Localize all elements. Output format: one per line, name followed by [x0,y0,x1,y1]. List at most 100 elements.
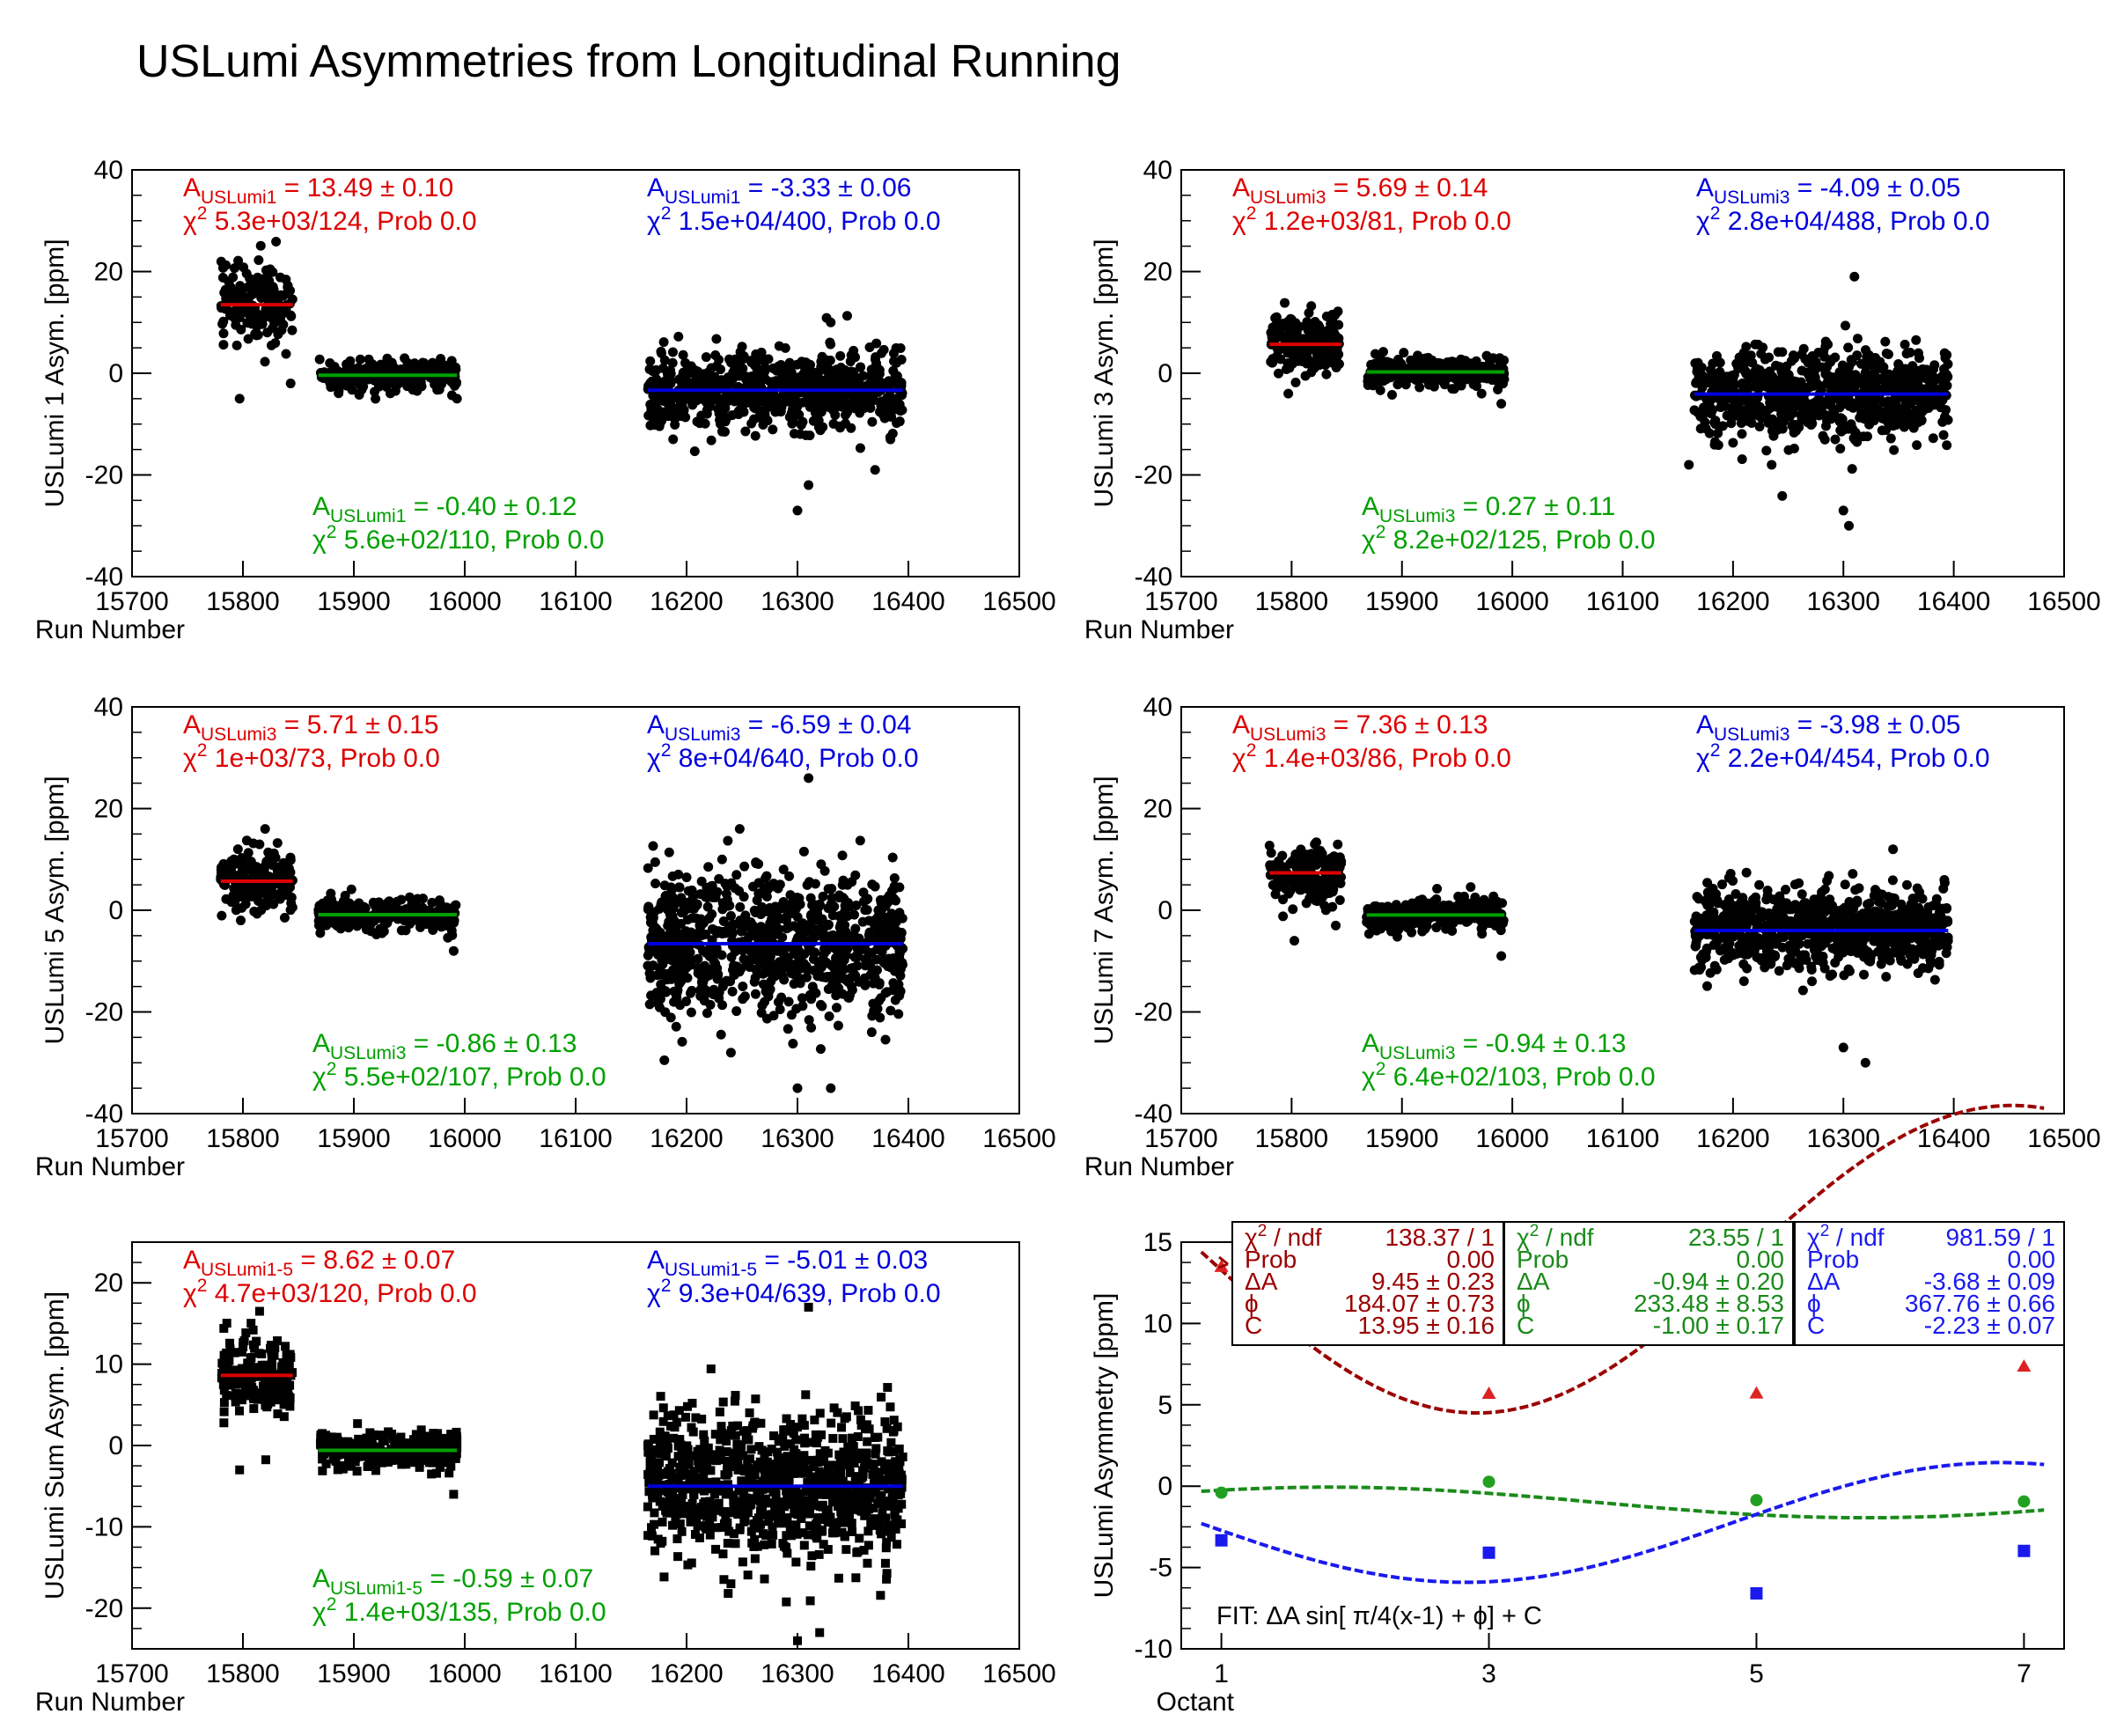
x-tick-label: 16200 [1696,587,1769,616]
data-point [687,985,697,996]
data-point [1266,327,1276,338]
data-point [673,882,684,893]
data-point [694,965,704,975]
data-point [384,896,394,907]
data-point [748,391,759,401]
data-point [821,972,832,982]
data-point [254,255,264,266]
data-point [1870,402,1880,413]
data-point [885,432,895,443]
data-point [1818,958,1828,968]
data-point [260,824,270,835]
data-point [1880,336,1891,347]
data-point [407,899,417,909]
data-point [705,999,716,1010]
data-point [831,377,841,387]
data-point [235,916,246,926]
data-point [1789,398,1800,408]
data-point [248,838,259,849]
data-point [227,294,238,305]
data-point [315,928,326,938]
data-point [231,340,242,350]
data-point [1825,894,1835,905]
data-point [1697,411,1708,422]
data-point [1767,399,1778,409]
data-point [704,913,715,923]
data-point [840,389,850,400]
y-axis-label: USLumi 1 Asym. [ppm] [40,239,70,507]
data-point [648,960,658,971]
data-point [1819,434,1830,445]
data-point [1496,951,1507,961]
data-point [1723,872,1734,883]
data-point [221,260,231,270]
data-point [1467,371,1478,382]
data-point [237,853,247,864]
data-point [1891,420,1901,430]
data-point [1737,416,1747,427]
data-point [812,971,823,982]
data-point [817,351,827,362]
data-point [885,962,896,973]
data-point [750,403,761,414]
data-point [1826,397,1836,408]
data-point [417,357,428,368]
data-point [648,841,658,851]
data-point [738,994,748,1004]
data-point [840,364,850,375]
data-point [766,904,776,915]
data-point [415,916,425,926]
data-point [221,894,231,904]
data-point [1704,428,1715,438]
data-point [716,426,727,437]
data-point [805,910,816,921]
data-point [666,954,677,965]
data-point [1929,975,1940,985]
data-point [1709,417,1720,428]
y-tick-label: 0 [108,359,123,388]
data-point [727,986,738,997]
data-point [1495,353,1505,364]
data-point [1876,959,1886,969]
data-point [1848,869,1858,879]
data-point [647,376,658,386]
fit-asymmetry-label: AUSLumi3 = -6.59 ± 0.04 [647,710,911,745]
data-point [1800,354,1811,364]
data-point [1938,430,1949,440]
data-point [1760,354,1770,364]
data-point [659,880,670,891]
data-point [739,954,749,965]
data-point [778,396,789,407]
data-point [1907,367,1917,378]
data-point [1942,440,1952,451]
y-tick-label: 40 [1143,156,1172,185]
data-point [1315,351,1326,362]
data-point [1847,464,1857,474]
data-point [765,952,775,962]
data-point [1883,349,1893,360]
data-point [783,1024,793,1034]
x-tick-label: 16100 [1586,587,1659,616]
data-point [1393,354,1404,364]
data-point [815,999,826,1010]
data-point [895,343,906,354]
data-point [1779,409,1789,420]
data-point [776,992,787,1003]
data-point [895,970,906,981]
data-point [1788,408,1798,418]
data-point [1288,904,1298,915]
x-tick-label: 16400 [1917,587,1990,616]
data-point [1783,379,1794,390]
data-point [795,978,805,989]
data-point [234,394,245,404]
data-point [855,443,865,453]
data-point [1270,889,1281,900]
data-point [706,363,716,373]
data-point [1837,360,1848,371]
data-point [1753,339,1763,349]
data-point [1310,850,1320,861]
data-point [804,480,814,490]
data-point [1264,841,1275,851]
data-point [896,928,907,938]
